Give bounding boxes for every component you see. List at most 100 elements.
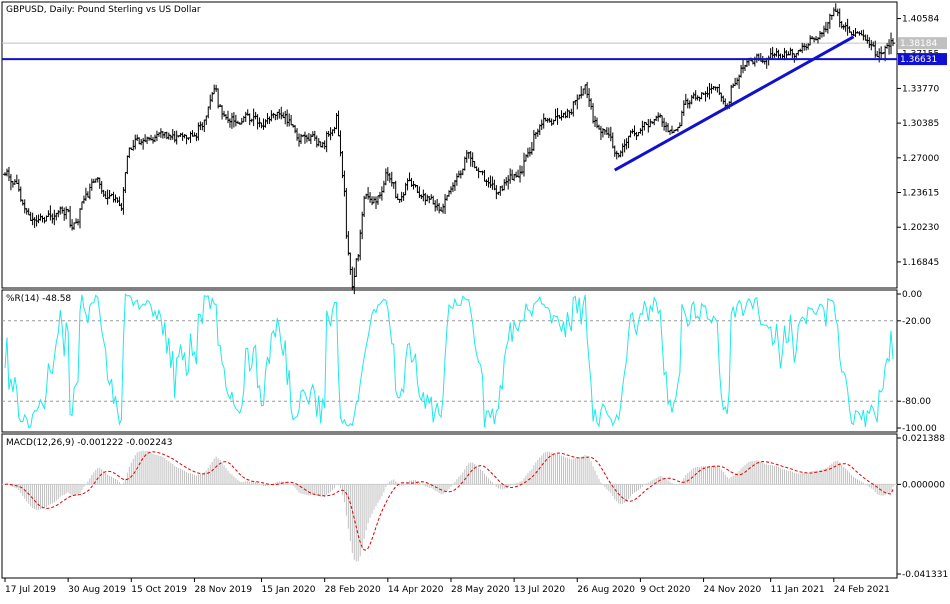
price-bar: [251, 108, 256, 127]
price-bar: [606, 127, 611, 139]
price-bar: [60, 206, 65, 214]
price-bar: [107, 189, 112, 199]
price-bar: [168, 134, 173, 141]
price-bar: [632, 125, 637, 137]
price-bar: [220, 105, 225, 120]
price-bar: [579, 86, 584, 99]
price-bar: [553, 108, 558, 122]
price-bar: [358, 229, 363, 261]
price-bar: [620, 143, 625, 157]
price-bar: [829, 14, 834, 20]
price-bar: [391, 182, 396, 189]
price-bar: [375, 195, 380, 205]
price-bar: [6, 166, 11, 182]
price-axis-label: 1.16845: [902, 258, 939, 268]
price-bar: [800, 42, 805, 54]
price-bar: [823, 21, 828, 33]
price-bar: [32, 217, 37, 228]
price-bar: [733, 77, 738, 87]
price-bar: [362, 195, 367, 218]
price-bar: [618, 150, 623, 158]
price-bar: [91, 178, 96, 184]
price-bar: [796, 50, 801, 56]
price-bar: [216, 88, 221, 109]
price-bar: [812, 37, 817, 43]
price-bar: [340, 151, 345, 179]
price-bar: [368, 192, 373, 203]
support-level-badge: [898, 53, 947, 66]
price-bar: [454, 173, 459, 186]
price-bar: [545, 118, 550, 123]
price-bar: [297, 133, 302, 147]
price-bar: [585, 81, 590, 99]
macd-axis-label: 0.000000: [902, 480, 945, 490]
wpr-axis-label: -100.00: [902, 424, 937, 434]
price-axis-label: 1.40584: [902, 15, 939, 25]
price-bar: [480, 170, 485, 176]
price-bar: [849, 31, 854, 36]
price-bar: [68, 205, 73, 228]
price-bar: [521, 152, 526, 177]
wpr-axis-label: -20.00: [902, 317, 931, 327]
x-axis-label: 11 Jan 2021: [771, 585, 825, 595]
price-bar: [366, 187, 371, 200]
price-bar: [243, 111, 248, 122]
price-bar: [52, 209, 57, 226]
price-bar: [18, 186, 23, 202]
price-bar: [806, 43, 811, 50]
price-bar: [628, 130, 633, 138]
price-bar: [225, 110, 230, 124]
x-axis-label: 26 Aug 2020: [577, 585, 635, 595]
price-bar: [196, 122, 201, 141]
price-axis-label: 1.27000: [902, 154, 939, 164]
price-bar: [441, 203, 446, 214]
price-bar: [417, 186, 422, 198]
price-bar: [328, 127, 333, 141]
price-bar: [729, 84, 734, 106]
price-bar: [383, 168, 388, 186]
price-bar: [831, 7, 836, 17]
price-bar: [508, 168, 513, 184]
price-bar: [488, 175, 493, 188]
price-bar: [233, 114, 238, 127]
price-bar: [484, 179, 489, 186]
price-bar: [541, 113, 546, 129]
price-bar: [308, 133, 313, 145]
price-bar: [354, 258, 359, 277]
price-bar: [14, 174, 19, 185]
price-bar: [476, 167, 481, 179]
price-bar: [46, 210, 51, 218]
price-bar: [810, 35, 815, 40]
x-axis-label: 28 Feb 2020: [325, 585, 381, 595]
price-bar: [693, 90, 698, 101]
price-bar: [827, 13, 832, 29]
price-bar: [198, 121, 203, 131]
price-bar: [583, 84, 588, 95]
price-bar: [502, 179, 507, 191]
price-bar: [518, 165, 523, 183]
price-bar: [373, 196, 378, 210]
price-bar: [121, 187, 126, 215]
macd-panel-frame: [1, 433, 898, 579]
x-axis-label: 24 Feb 2021: [834, 585, 890, 595]
price-bar: [401, 192, 406, 201]
price-bar: [819, 31, 824, 38]
wpr-axis-label: -80.00: [902, 397, 931, 407]
price-bar: [117, 196, 122, 207]
price-bar: [450, 182, 455, 193]
price-bar: [863, 34, 868, 41]
price-bar: [490, 176, 495, 190]
price-bar: [105, 189, 110, 205]
price-bar: [346, 231, 351, 256]
price-bar: [713, 86, 718, 91]
price-bar: [500, 185, 505, 192]
price-bar: [527, 147, 532, 157]
price-bar: [131, 139, 136, 151]
price-bar: [154, 130, 159, 142]
price-bar: [614, 150, 619, 160]
price-bar: [279, 106, 284, 120]
price-bar: [448, 186, 453, 195]
price-bar: [622, 139, 627, 153]
price-bar: [184, 134, 189, 145]
price-bar: [202, 119, 207, 133]
